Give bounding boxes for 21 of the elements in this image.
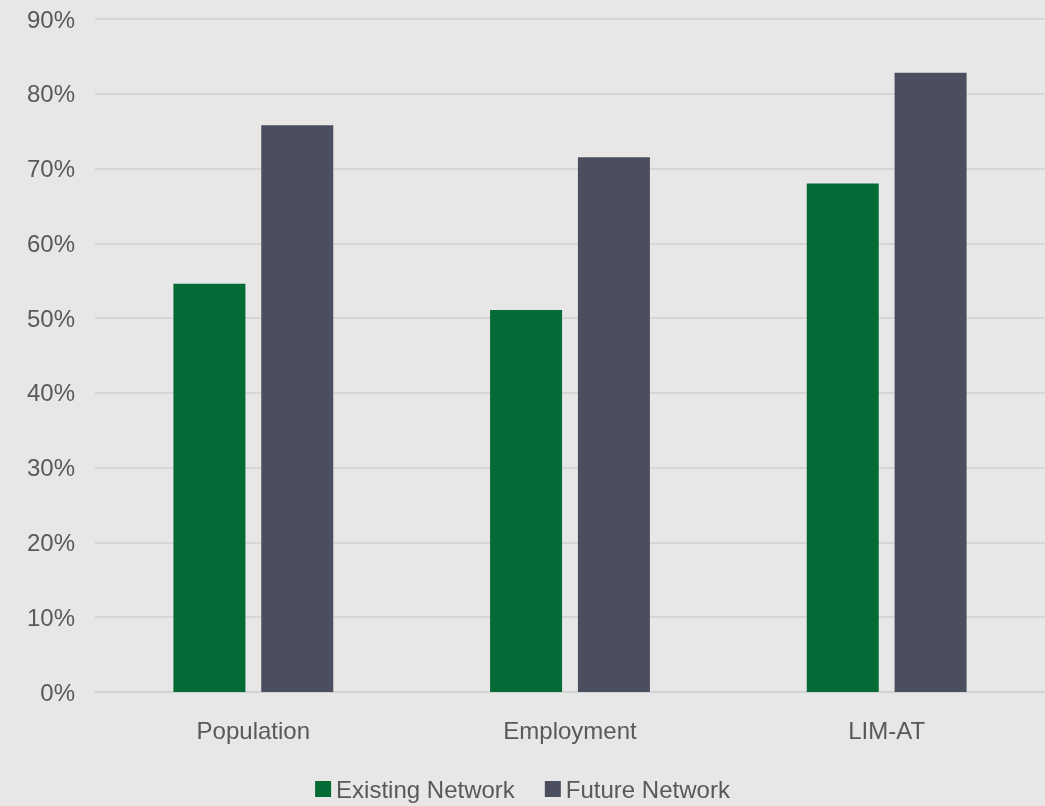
x-tick-label: Population xyxy=(196,716,311,744)
bar xyxy=(577,157,650,692)
y-tick-label: 90% xyxy=(26,5,75,33)
bar xyxy=(806,183,879,692)
y-tick-label: 20% xyxy=(26,528,75,556)
y-tick-label: 40% xyxy=(26,379,75,407)
bar xyxy=(173,283,246,692)
bar xyxy=(490,309,563,692)
bar xyxy=(261,125,334,692)
x-tick-label: Employment xyxy=(503,716,638,744)
y-tick-label: 10% xyxy=(26,603,75,631)
y-tick-label: 60% xyxy=(26,229,75,257)
y-tick-label: 0% xyxy=(40,678,75,706)
y-tick-label: 30% xyxy=(26,454,75,482)
legend-label: Existing Network xyxy=(336,775,516,803)
legend-label: Future Network xyxy=(565,775,731,803)
y-tick-label: 80% xyxy=(26,80,75,108)
y-tick-label: 70% xyxy=(26,155,75,183)
y-tick-label: 50% xyxy=(26,304,75,332)
bar xyxy=(894,72,967,692)
x-tick-label: LIM-AT xyxy=(848,716,926,744)
